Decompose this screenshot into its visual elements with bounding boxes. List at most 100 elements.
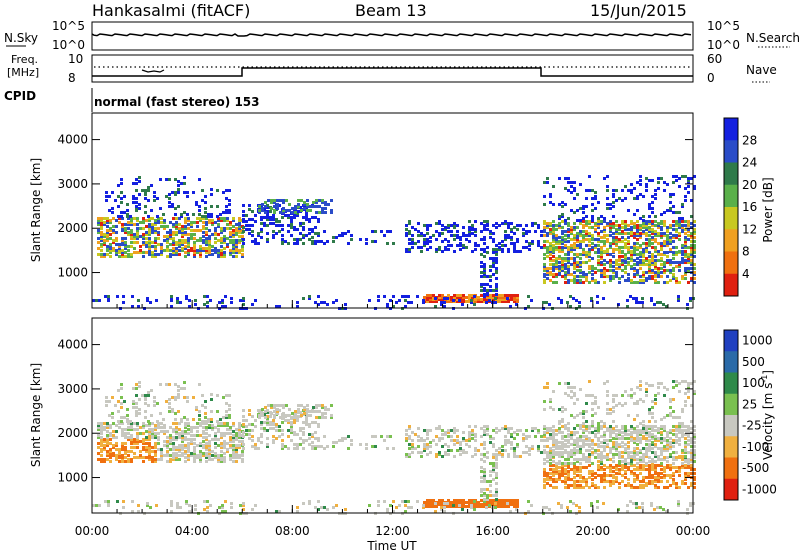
velocity-cell — [558, 447, 561, 450]
power-cell — [456, 244, 459, 247]
velocity-cell — [462, 501, 465, 504]
velocity-cell — [645, 443, 648, 446]
power-cell — [456, 224, 459, 227]
velocity-cell — [121, 460, 124, 463]
velocity-cell — [220, 432, 223, 435]
power-cell — [157, 227, 160, 230]
power-cell — [184, 233, 187, 236]
power-cell — [312, 205, 315, 208]
power-cell — [198, 205, 201, 208]
power-cell — [483, 295, 486, 298]
velocity-cell — [142, 422, 145, 425]
power-cell — [687, 253, 690, 256]
velocity-cell — [546, 472, 549, 475]
power-cell — [615, 199, 618, 202]
velocity-cell — [627, 437, 630, 440]
power-cell — [660, 275, 663, 278]
velocity-cell — [654, 470, 657, 473]
power-cell — [159, 207, 162, 210]
power-cell — [651, 201, 654, 204]
velocity-cell — [160, 454, 163, 457]
power-cell — [663, 253, 666, 256]
power-cell — [108, 195, 111, 198]
velocity-cell — [187, 454, 190, 457]
power-cell — [669, 242, 672, 245]
power-cell — [172, 225, 175, 228]
power-cell — [498, 242, 501, 245]
power-cell — [275, 224, 278, 227]
velocity-cell — [154, 442, 157, 445]
velocity-cell — [175, 422, 178, 425]
power-cell — [684, 261, 687, 264]
velocity-cell — [142, 446, 145, 449]
power-cell — [573, 271, 576, 274]
power-cell — [651, 220, 654, 223]
velocity-cell — [558, 451, 561, 454]
velocity-cell — [639, 484, 642, 487]
power-cell — [504, 236, 507, 239]
power-cell — [570, 191, 573, 194]
velocity-cell — [195, 406, 198, 409]
power-cell — [408, 242, 411, 245]
power-cell — [205, 249, 208, 252]
velocity-cell — [690, 449, 693, 452]
velocity-cell — [684, 441, 687, 444]
velocity-cell — [603, 431, 606, 434]
velocity-cell — [612, 470, 615, 473]
freq-nave-strip: Freq. [MHz] 10 8 60 0 Nave — [7, 52, 777, 85]
power-cell — [281, 240, 284, 243]
velocity-cell — [115, 436, 118, 439]
velocity-cell — [483, 453, 486, 456]
velocity-cell — [281, 429, 284, 432]
velocity-cell — [160, 448, 163, 451]
velocity-cell — [483, 494, 486, 497]
power-cell — [275, 220, 278, 223]
velocity-cell — [145, 456, 148, 459]
power-cell — [621, 269, 624, 272]
velocity-cell — [166, 430, 169, 433]
power-cell — [582, 275, 585, 278]
power-cell — [210, 205, 213, 208]
power-cell — [115, 219, 118, 222]
velocity-cell — [597, 460, 600, 463]
velocity-cell — [171, 408, 174, 411]
velocity-cell — [573, 482, 576, 485]
velocity-cell — [408, 455, 411, 458]
velocity-cell — [266, 409, 269, 412]
power-cell — [618, 259, 621, 262]
date-title: 15/Jun/2015 — [590, 1, 687, 20]
power-cell — [687, 230, 690, 233]
power-cell — [147, 215, 150, 218]
power-cell — [630, 253, 633, 256]
velocity-cell — [100, 454, 103, 457]
power-cell — [627, 277, 630, 280]
power-cell — [154, 221, 157, 224]
velocity-cell — [229, 432, 232, 435]
velocity-cell — [522, 439, 525, 442]
velocity-cell — [666, 464, 669, 467]
power-cell — [272, 230, 275, 233]
velocity-cell — [305, 423, 308, 426]
velocity-cell — [564, 435, 567, 438]
velocity-cell — [609, 482, 612, 485]
velocity-cell — [504, 427, 507, 430]
power-cell — [675, 281, 678, 284]
power-cell — [690, 250, 693, 253]
power-cell — [118, 249, 121, 252]
velocity-cell — [666, 449, 669, 452]
velocity-cell — [654, 464, 657, 467]
power-cell — [645, 271, 648, 274]
power-cell — [663, 242, 666, 245]
velocity-cell — [248, 429, 251, 432]
velocity-cell — [103, 448, 106, 451]
power-cell — [578, 301, 581, 304]
power-cell — [103, 241, 106, 244]
power-cell — [588, 271, 591, 274]
noise-left-tick-bottom: 10^0 — [52, 38, 85, 52]
velocity-cell — [324, 408, 327, 411]
power-cell — [171, 191, 174, 194]
power-cell — [612, 205, 615, 208]
velocity-cell — [489, 490, 492, 493]
power-cell — [501, 296, 504, 299]
velocity-cell — [486, 433, 489, 436]
